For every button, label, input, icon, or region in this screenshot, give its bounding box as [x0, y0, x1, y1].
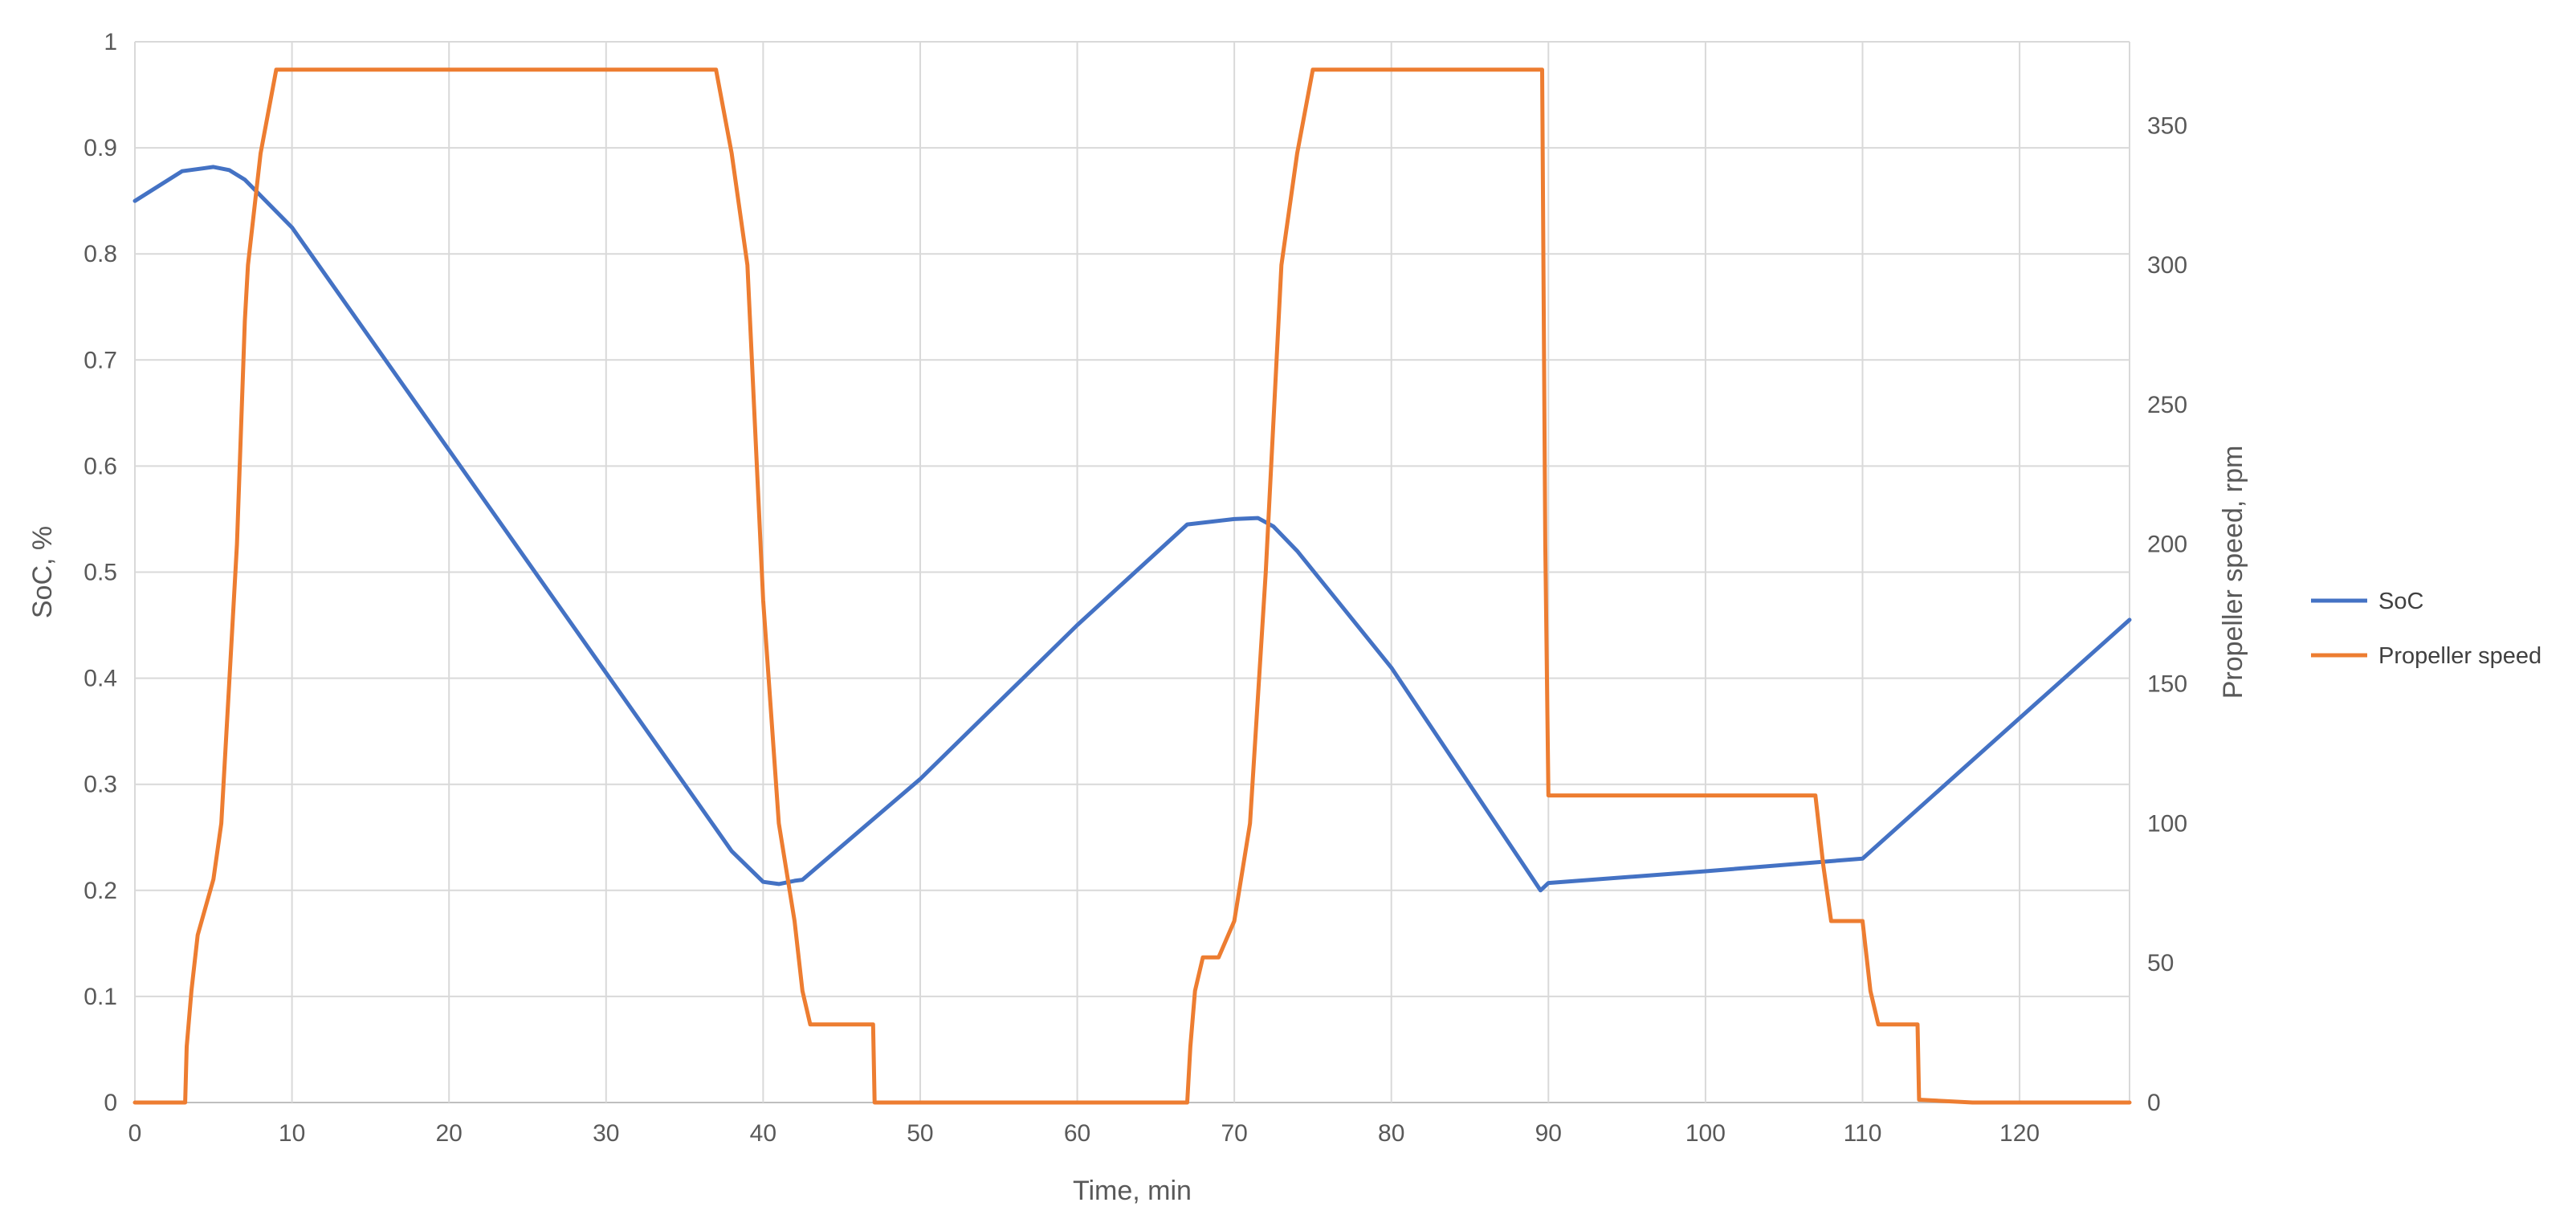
y-left-tick-label: 0.9	[84, 135, 117, 161]
y-left-tick-label: 0.1	[84, 984, 117, 1010]
y-right-tick-label: 350	[2147, 112, 2187, 139]
y-left-tick-label: 0.7	[84, 347, 117, 373]
soc-line	[132, 165, 2132, 893]
legend-label-propeller-speed: Propeller speed	[2378, 643, 2541, 669]
y-left-tick-label: 1	[104, 29, 117, 55]
y-left-tick-label: 0.2	[84, 878, 117, 904]
axis-layer: 00.10.20.30.40.50.60.70.80.910 10 20 30 40 50…	[84, 29, 2187, 1147]
x-tick-label: 120	[1999, 1120, 2040, 1147]
y-right-tick-label: 300	[2147, 252, 2187, 279]
series-layer	[132, 67, 2132, 1105]
y-left-tick-label: 0.8	[84, 241, 117, 267]
x-tick-label: 70	[1221, 1120, 1247, 1147]
y-left-axis-title: SoC, %	[27, 526, 58, 618]
x-tick-label: 0	[128, 1120, 142, 1147]
y-left-tick-label: 0	[104, 1090, 117, 1116]
x-tick-label: 20	[435, 1120, 462, 1147]
y-left-tick-label: 0.5	[84, 560, 117, 586]
x-tick-label: 50	[907, 1120, 933, 1147]
y-right-tick-label: 100	[2147, 810, 2187, 837]
x-tick-label: 10	[279, 1120, 305, 1147]
y-right-tick-label: 0	[2147, 1090, 2161, 1116]
y-right-axis-title: Propeller speed, rpm	[2218, 446, 2248, 699]
y-right-tick-label: 250	[2147, 392, 2187, 418]
x-tick-label: 110	[1844, 1120, 1882, 1147]
y-right-tick-label: 50	[2147, 950, 2174, 976]
y-left-tick-label: 0.3	[84, 772, 117, 798]
x-tick-label: 60	[1064, 1120, 1090, 1147]
x-tick-label: 40	[750, 1120, 776, 1147]
x-axis-title: Time, min	[1073, 1176, 1192, 1206]
x-tick-label: 90	[1535, 1120, 1562, 1147]
legend-label-soc: SoC	[2378, 589, 2423, 614]
x-tick-label: 100	[1685, 1120, 1726, 1147]
x-tick-label: 30	[593, 1120, 619, 1147]
legend: SoC Propeller speed	[2311, 589, 2541, 669]
x-tick-label: 80	[1378, 1120, 1404, 1147]
y-right-tick-label: 200	[2147, 532, 2187, 558]
y-left-tick-label: 0.6	[84, 453, 117, 479]
propeller-speed-line	[132, 67, 2132, 1105]
y-left-tick-label: 0.4	[84, 666, 117, 692]
y-right-tick-label: 150	[2147, 671, 2187, 698]
